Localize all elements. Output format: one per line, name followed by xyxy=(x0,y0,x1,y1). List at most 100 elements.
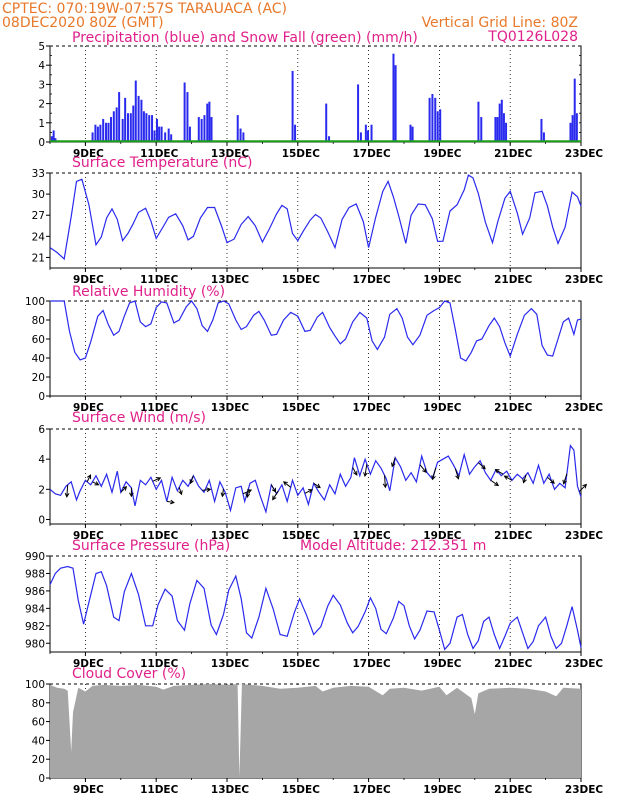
rh-xtick-label: 23DEC xyxy=(565,402,604,414)
header-code: TQ0126L028 xyxy=(487,29,578,45)
wind-arrow-shaft xyxy=(563,473,568,484)
precip-bar xyxy=(96,126,99,142)
wind-arrow-head xyxy=(206,487,212,493)
temp-xtick-label: 19DEC xyxy=(423,274,462,286)
rh-xtick-label: 17DEC xyxy=(352,402,391,414)
precip-ytick-label: 3 xyxy=(38,79,45,91)
wind-xtick-label: 21DEC xyxy=(494,530,533,542)
wind-arrow-shaft xyxy=(495,469,504,475)
precip-xtick-label: 13DEC xyxy=(211,148,250,160)
cloud-title: Cloud Cover (%) xyxy=(72,666,186,682)
cloud-ytick-label: 40 xyxy=(32,735,45,747)
rh-title: Relative Humidity (%) xyxy=(72,284,225,300)
precip-bar xyxy=(134,80,137,142)
wind-ytick-label: 4 xyxy=(38,454,45,466)
temp-ytick-label: 27 xyxy=(32,210,45,222)
pres-xtick-label: 17DEC xyxy=(352,658,391,670)
precip-bar xyxy=(129,113,132,142)
cloud-xtick-label: 23DEC xyxy=(565,784,604,796)
pres-xtick-label: 9DEC xyxy=(73,658,104,670)
pres-ytick-label: 982 xyxy=(25,621,45,633)
wind-arrow-head xyxy=(494,481,500,487)
precip-bar xyxy=(107,122,110,142)
precip-bar xyxy=(370,124,373,142)
precip-bar xyxy=(569,122,572,142)
precip-bar xyxy=(186,92,189,142)
temp-ytick-label: 30 xyxy=(32,189,45,201)
precip-bar xyxy=(359,132,362,142)
precip-bar xyxy=(132,105,135,142)
wind-arrow-head xyxy=(94,481,100,486)
temp-ytick-label: 33 xyxy=(32,168,45,180)
wind-xtick-label: 15DEC xyxy=(282,530,321,542)
pres-annotation: Model Altitude: 212.351 m xyxy=(300,538,486,554)
precip-xtick-label: 9DEC xyxy=(73,148,104,160)
rh-xtick-label: 19DEC xyxy=(423,402,462,414)
precip-panel: 0 1 2 3 4 5 9DEC 11DEC 13DEC 15DEC 17DEC 19DEC 21DEC… xyxy=(38,30,603,160)
rh-xtick-label: 11DEC xyxy=(140,402,179,414)
header-date: 08DEC2020 80Z (GMT) xyxy=(2,15,164,31)
wind-arrow-shaft xyxy=(432,467,437,480)
cloud-xtick-label: 13DEC xyxy=(211,784,250,796)
wind-arrow-head xyxy=(189,479,194,485)
pres-ytick-label: 980 xyxy=(25,638,45,650)
precip-bar xyxy=(153,130,156,142)
pres-ytick-label: 988 xyxy=(25,568,45,580)
wind-arrow-head xyxy=(220,492,226,498)
wind-arrow-head xyxy=(86,474,92,480)
wind-arrow-head xyxy=(129,492,134,498)
precip-bar xyxy=(500,99,503,142)
wind-arrow-shaft xyxy=(454,468,459,479)
wind-arrow-head xyxy=(550,479,555,484)
rh-ytick-label: 40 xyxy=(32,353,45,365)
wind-line xyxy=(49,444,582,515)
precip-bar xyxy=(148,115,151,142)
wind-arrow-shaft xyxy=(178,487,182,495)
wind-arrow-shaft xyxy=(202,488,211,491)
precip-bar xyxy=(494,117,497,142)
wind-arrow-shaft xyxy=(283,481,292,488)
temp-xtick-label: 15DEC xyxy=(282,274,321,286)
wind-arrow-shaft xyxy=(490,479,499,486)
wind-arrow-head xyxy=(178,490,183,496)
precip-bar xyxy=(151,115,154,142)
cloud-xtick-label: 15DEC xyxy=(282,784,321,796)
precip-bar xyxy=(392,53,395,142)
precip-bar xyxy=(411,126,414,142)
cloud-ytick-label: 60 xyxy=(32,717,45,729)
temp-ytick-label: 21 xyxy=(32,252,45,264)
precip-bar xyxy=(52,130,55,142)
precip-title: Precipitation (blue) and Snow Fall (gree… xyxy=(72,30,418,46)
wind-arrow-head xyxy=(562,479,567,485)
precip-bar xyxy=(239,128,242,142)
cloud-ytick-label: 0 xyxy=(38,773,45,785)
precip-bar xyxy=(357,84,360,142)
precip-bar xyxy=(160,126,163,142)
precip-bar xyxy=(94,124,97,142)
precip-bar xyxy=(112,111,115,142)
wind-arrow-shaft xyxy=(92,481,99,486)
wind-arrow-head xyxy=(245,493,251,499)
pres-title: Surface Pressure (hPa) xyxy=(72,538,230,554)
cloud-ytick-label: 20 xyxy=(32,754,45,766)
precip-bar xyxy=(99,124,102,142)
precip-bar xyxy=(109,117,112,142)
wind-arrow-shaft xyxy=(391,457,396,467)
precip-bar xyxy=(118,92,121,142)
precip-bar xyxy=(156,118,159,142)
precip-bar xyxy=(210,117,213,142)
wind-arrow-shaft xyxy=(384,475,386,488)
rh-frame xyxy=(49,300,582,397)
wind-frame xyxy=(49,428,582,525)
precip-xtick-label: 11DEC xyxy=(140,148,179,160)
wind-arrow-shaft xyxy=(364,464,368,477)
rh-xtick-label: 13DEC xyxy=(211,402,250,414)
wind-title: Surface Wind (m/s) xyxy=(72,410,206,426)
pres-xtick-label: 15DEC xyxy=(282,658,321,670)
wind-arrow-head xyxy=(363,472,368,478)
cloud-xtick-label: 17DEC xyxy=(352,784,391,796)
precip-ytick-label: 0 xyxy=(38,137,45,149)
pres-panel: 980 982 984 986 988 990 9DEC 11DEC 13DEC 15DEC 17D… xyxy=(25,538,603,670)
wind-arrow-shaft xyxy=(242,489,252,495)
